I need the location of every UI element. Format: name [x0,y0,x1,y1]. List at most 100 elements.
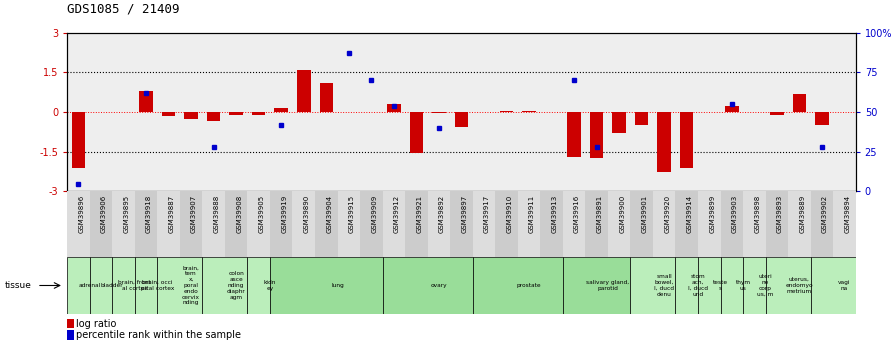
Text: GSM39915: GSM39915 [349,195,355,233]
Bar [540,191,563,257]
Text: GSM39888: GSM39888 [213,195,220,233]
Bar [383,257,473,314]
Text: GSM39891: GSM39891 [597,195,603,233]
Bar [320,83,333,112]
Text: GSM39895: GSM39895 [124,195,130,233]
Text: brain, occi
pital cortex: brain, occi pital cortex [141,280,174,291]
Bar [387,104,401,112]
Text: GSM39912: GSM39912 [394,195,400,233]
Bar [202,257,247,314]
Bar [765,191,788,257]
Text: kidn
ey: kidn ey [263,280,276,291]
Text: log ratio: log ratio [76,319,116,329]
Text: GSM39903: GSM39903 [732,195,737,233]
Text: GSM39900: GSM39900 [619,195,625,233]
Text: GSM39919: GSM39919 [281,195,288,233]
Text: GSM39921: GSM39921 [417,195,422,233]
Text: GSM39916: GSM39916 [574,195,580,233]
Bar [112,191,134,257]
Bar [247,191,270,257]
Text: stom
ach,
I, ducd
und: stom ach, I, ducd und [688,274,708,297]
Bar [67,257,90,314]
Text: GSM39913: GSM39913 [552,195,557,233]
Text: lung: lung [332,283,344,288]
Text: brain,
tem
x,
poral
endo
cervix
nding: brain, tem x, poral endo cervix nding [182,266,200,305]
Text: GSM39910: GSM39910 [506,195,513,233]
Text: GSM39896: GSM39896 [79,195,84,233]
Bar [270,191,292,257]
Bar [229,112,243,115]
Bar [338,191,360,257]
Text: GSM39906: GSM39906 [101,195,107,233]
Bar [134,257,158,314]
Bar [676,191,698,257]
Bar [360,191,383,257]
Bar [247,257,270,314]
Bar [473,257,563,314]
Text: salivary gland,
parotid: salivary gland, parotid [586,280,629,291]
Bar [405,191,427,257]
Bar [185,112,198,119]
Bar [134,191,158,257]
Bar [698,191,720,257]
Bar [631,191,653,257]
Text: GSM39890: GSM39890 [304,195,310,233]
Bar [658,112,671,171]
Bar [292,191,315,257]
Bar [67,319,73,328]
Text: brain, front
al cortex: brain, front al cortex [118,280,151,291]
Bar [202,191,225,257]
Bar [612,112,626,133]
Bar [500,111,513,112]
Text: prostate: prostate [517,283,541,288]
Text: GSM39905: GSM39905 [259,195,264,233]
Text: GSM39892: GSM39892 [439,195,445,233]
Bar [765,257,811,314]
Text: percentile rank within the sample: percentile rank within the sample [76,330,241,340]
Bar [585,191,607,257]
Text: teste
s: teste s [713,280,728,291]
Bar [270,257,383,314]
Bar [563,257,631,314]
Bar [297,70,311,112]
Text: small
bowel,
I, ducd
denu: small bowel, I, ducd denu [654,274,674,297]
Bar [158,191,180,257]
Text: GSM39914: GSM39914 [686,195,693,233]
Bar [180,191,202,257]
Bar [631,257,676,314]
Text: bladder: bladder [101,283,124,288]
Bar [743,257,765,314]
Text: GSM39918: GSM39918 [146,195,152,233]
Bar [67,191,90,257]
Bar [635,112,649,125]
Text: GSM39911: GSM39911 [529,195,535,233]
Text: GDS1085 / 21409: GDS1085 / 21409 [67,2,180,16]
Bar [676,257,698,314]
Bar [90,257,112,314]
Text: GSM39908: GSM39908 [237,195,242,233]
Text: colon
asce
nding
diaphr
agm: colon asce nding diaphr agm [227,272,246,299]
Bar [653,191,676,257]
Text: thym
us: thym us [736,280,751,291]
Text: GSM39909: GSM39909 [371,195,377,233]
Text: GSM39907: GSM39907 [191,195,197,233]
Bar [432,112,445,114]
Text: GSM39902: GSM39902 [822,195,828,233]
Bar [518,191,540,257]
Text: adrenal: adrenal [79,283,101,288]
Bar [112,257,134,314]
Bar [450,191,473,257]
Text: GSM39893: GSM39893 [777,195,783,233]
Bar [833,191,856,257]
Bar [743,191,765,257]
Text: GSM39899: GSM39899 [710,195,715,233]
Text: uterus,
endomyo
metrium: uterus, endomyo metrium [786,277,814,294]
Bar [522,111,536,112]
Bar [725,106,738,112]
Bar [162,112,176,116]
Bar [680,112,694,168]
Text: GSM39898: GSM39898 [754,195,761,233]
Text: tissue: tissue [4,281,31,290]
Text: GSM39897: GSM39897 [461,195,468,233]
Bar [67,331,73,339]
